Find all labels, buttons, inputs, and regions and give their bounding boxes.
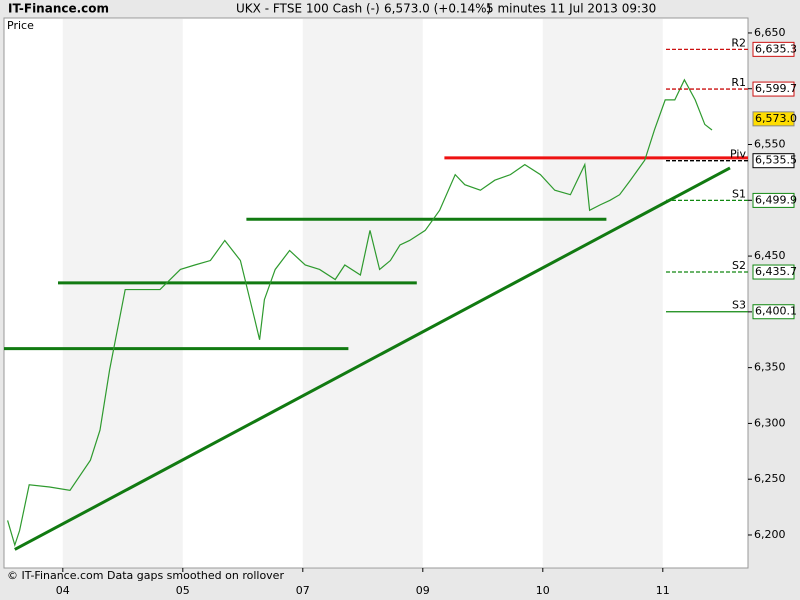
pivot-name: Piv [730,148,746,161]
pivot-name: R1 [731,76,746,89]
pivot-name: R2 [731,36,746,49]
y-label: Price [7,19,34,32]
pivot-name: S1 [732,187,746,200]
price-line [7,78,713,548]
pivot-label: 6,499.9 [755,193,797,206]
last-price-box [752,111,795,127]
day-band [62,19,183,567]
pivot-box [752,304,795,320]
x-tick-label: 04 [56,584,70,597]
datetime: 11 Jul 2013 09:30 [550,2,656,16]
instrument: UKX - FTSE 100 Cash (-) [236,2,380,16]
pivot-label: 6,400.1 [755,305,797,318]
x-tick-label: 11 [656,584,670,597]
pivot-label: 6,635.3 [755,42,797,55]
x-tick-label: 05 [176,584,190,597]
pivot-label: 6,535.5 [755,154,797,167]
last-change: 6,573.0 (+0.14%) [384,2,491,16]
footer: © IT-Finance.com Data gaps smoothed on r… [7,569,284,582]
x-tick-label: 10 [536,584,550,597]
y-tick-label: 6,350 [754,361,786,374]
pivot-box [752,264,795,280]
day-band [302,19,423,567]
pivot-name: S2 [732,259,746,272]
last-price-label: 6,573.0 [755,112,797,125]
y-tick-label: 6,450 [754,249,786,262]
pivot-box [752,81,795,97]
pivot-box [752,41,795,57]
day-band [542,19,663,567]
y-tick-label: 6,650 [754,26,786,39]
y-tick-label: 6,250 [754,472,786,485]
interval: 5 minutes [486,2,546,16]
y-tick-label: 6,300 [754,416,786,429]
pivot-name: S3 [732,299,746,312]
level-line [14,166,731,551]
pivot-label: 6,599.7 [755,82,797,95]
x-tick-label: 09 [416,584,430,597]
y-tick-label: 6,200 [754,528,786,541]
pivot-box [752,192,795,208]
pivot-label: 6,435.7 [755,265,797,278]
x-tick-label: 07 [296,584,310,597]
pivot-box [752,153,795,169]
y-tick-label: 6,550 [754,138,786,151]
site-name: IT-Finance.com [8,2,109,16]
